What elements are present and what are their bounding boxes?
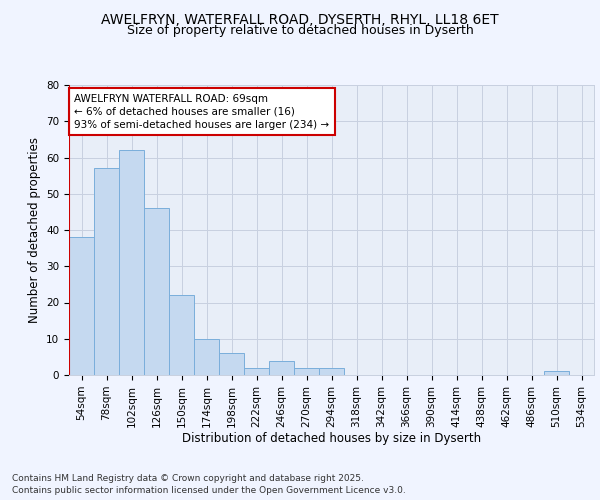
Bar — [294, 368, 319, 375]
Bar — [94, 168, 119, 375]
Bar — [194, 339, 219, 375]
X-axis label: Distribution of detached houses by size in Dyserth: Distribution of detached houses by size … — [182, 432, 481, 446]
Text: Contains HM Land Registry data © Crown copyright and database right 2025.
Contai: Contains HM Land Registry data © Crown c… — [12, 474, 406, 495]
Bar — [544, 372, 569, 375]
Bar — [244, 368, 269, 375]
Bar — [169, 295, 194, 375]
Text: Size of property relative to detached houses in Dyserth: Size of property relative to detached ho… — [127, 24, 473, 37]
Bar — [319, 368, 344, 375]
Bar — [219, 353, 244, 375]
Text: AWELFRYN, WATERFALL ROAD, DYSERTH, RHYL, LL18 6ET: AWELFRYN, WATERFALL ROAD, DYSERTH, RHYL,… — [101, 12, 499, 26]
Bar — [144, 208, 169, 375]
Bar — [69, 238, 94, 375]
Bar — [269, 360, 294, 375]
Text: AWELFRYN WATERFALL ROAD: 69sqm
← 6% of detached houses are smaller (16)
93% of s: AWELFRYN WATERFALL ROAD: 69sqm ← 6% of d… — [74, 94, 329, 130]
Bar — [119, 150, 144, 375]
Y-axis label: Number of detached properties: Number of detached properties — [28, 137, 41, 323]
